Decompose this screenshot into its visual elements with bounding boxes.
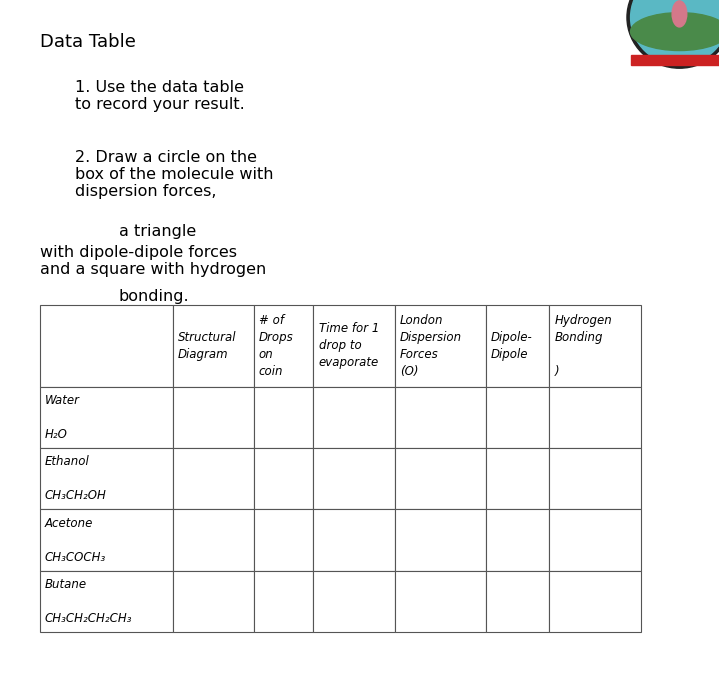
Text: Time for 1
drop to
evaporate: Time for 1 drop to evaporate [319, 322, 379, 370]
Bar [40, 305, 173, 387]
Bar [313, 571, 395, 632]
Bar [254, 509, 313, 571]
Bar [173, 571, 254, 632]
Bar [395, 571, 486, 632]
Text: 2. Draw a circle on the
box of the molecule with
dispersion forces,: 2. Draw a circle on the box of the molec… [75, 150, 274, 200]
Bar [254, 448, 313, 509]
Text: Water

H₂O: Water H₂O [45, 394, 80, 441]
Bar [631, 55, 719, 65]
Bar [549, 387, 641, 448]
Text: bonding.: bonding. [119, 289, 189, 304]
Circle shape [631, 0, 719, 65]
Text: with dipole-dipole forces
and a square with hydrogen: with dipole-dipole forces and a square w… [40, 245, 266, 278]
Bar [173, 387, 254, 448]
Text: Dipole-
Dipole: Dipole- Dipole [491, 331, 533, 361]
Text: Ethanol

CH₃CH₂OH: Ethanol CH₃CH₂OH [45, 455, 106, 503]
Bar [254, 571, 313, 632]
Bar [173, 448, 254, 509]
Bar [313, 509, 395, 571]
Bar [549, 448, 641, 509]
Bar [40, 509, 173, 571]
Text: Hydrogen
Bonding

): Hydrogen Bonding ) [554, 314, 612, 378]
Text: 1. Use the data table
to record your result.: 1. Use the data table to record your res… [75, 80, 245, 113]
Bar [395, 509, 486, 571]
Bar [395, 448, 486, 509]
Text: a triangle: a triangle [119, 224, 196, 239]
Bar [313, 448, 395, 509]
Ellipse shape [672, 1, 687, 27]
Bar [313, 305, 395, 387]
Bar [40, 448, 173, 509]
Bar [549, 509, 641, 571]
Bar [40, 571, 173, 632]
Bar [486, 509, 549, 571]
Text: Butane

CH₃CH₂CH₂CH₃: Butane CH₃CH₂CH₂CH₃ [45, 578, 132, 625]
Bar [395, 387, 486, 448]
Bar [395, 305, 486, 387]
Bar [549, 571, 641, 632]
Bar [486, 305, 549, 387]
Text: # of
Drops
on
coin: # of Drops on coin [259, 314, 293, 378]
Text: Acetone

CH₃COCH₃: Acetone CH₃COCH₃ [45, 516, 106, 564]
Ellipse shape [631, 13, 719, 51]
Bar [486, 387, 549, 448]
Bar [254, 305, 313, 387]
Bar [549, 305, 641, 387]
Text: Structural
Diagram: Structural Diagram [178, 331, 236, 361]
Text: Data Table: Data Table [40, 33, 135, 52]
Bar [313, 387, 395, 448]
Bar [486, 571, 549, 632]
Bar [254, 387, 313, 448]
Bar [173, 509, 254, 571]
Bar [486, 448, 549, 509]
Text: London
Dispersion
Forces
(O): London Dispersion Forces (O) [400, 314, 462, 378]
Circle shape [627, 0, 719, 68]
Bar [40, 387, 173, 448]
Bar [173, 305, 254, 387]
